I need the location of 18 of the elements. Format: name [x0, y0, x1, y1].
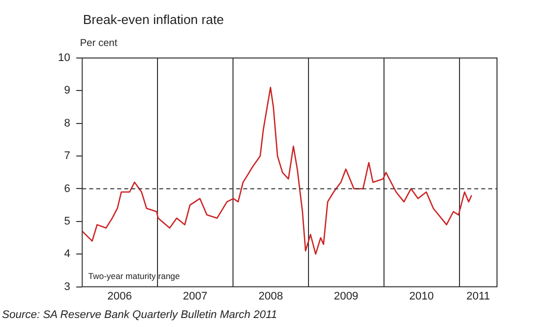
chart-title: Break-even inflation rate: [83, 12, 224, 27]
x-tick-label: 2010: [409, 290, 434, 302]
y-axis-title: Per cent: [80, 38, 118, 49]
y-tick-label: 4: [64, 248, 70, 260]
y-tick-label: 10: [58, 52, 70, 64]
y-tick-label: 5: [64, 215, 70, 228]
x-tick-label: 2007: [182, 290, 208, 302]
y-tick-label: 7: [64, 150, 70, 162]
x-tick-label: 2008: [258, 290, 283, 302]
x-tick-label: 2011: [466, 290, 490, 302]
y-tick-label: 9: [64, 84, 70, 97]
annotation: Two-year maturity range: [88, 270, 180, 281]
x-tick-label: 2006: [107, 290, 132, 302]
y-tick-label: 6: [64, 182, 70, 195]
source-note: Source: SA Reserve Bank Quarterly Bulletin March 2011: [2, 309, 278, 321]
x-tick-label: 2009: [334, 290, 358, 302]
y-tick-label: 8: [64, 117, 70, 130]
y-tick-label: 3: [64, 280, 70, 293]
